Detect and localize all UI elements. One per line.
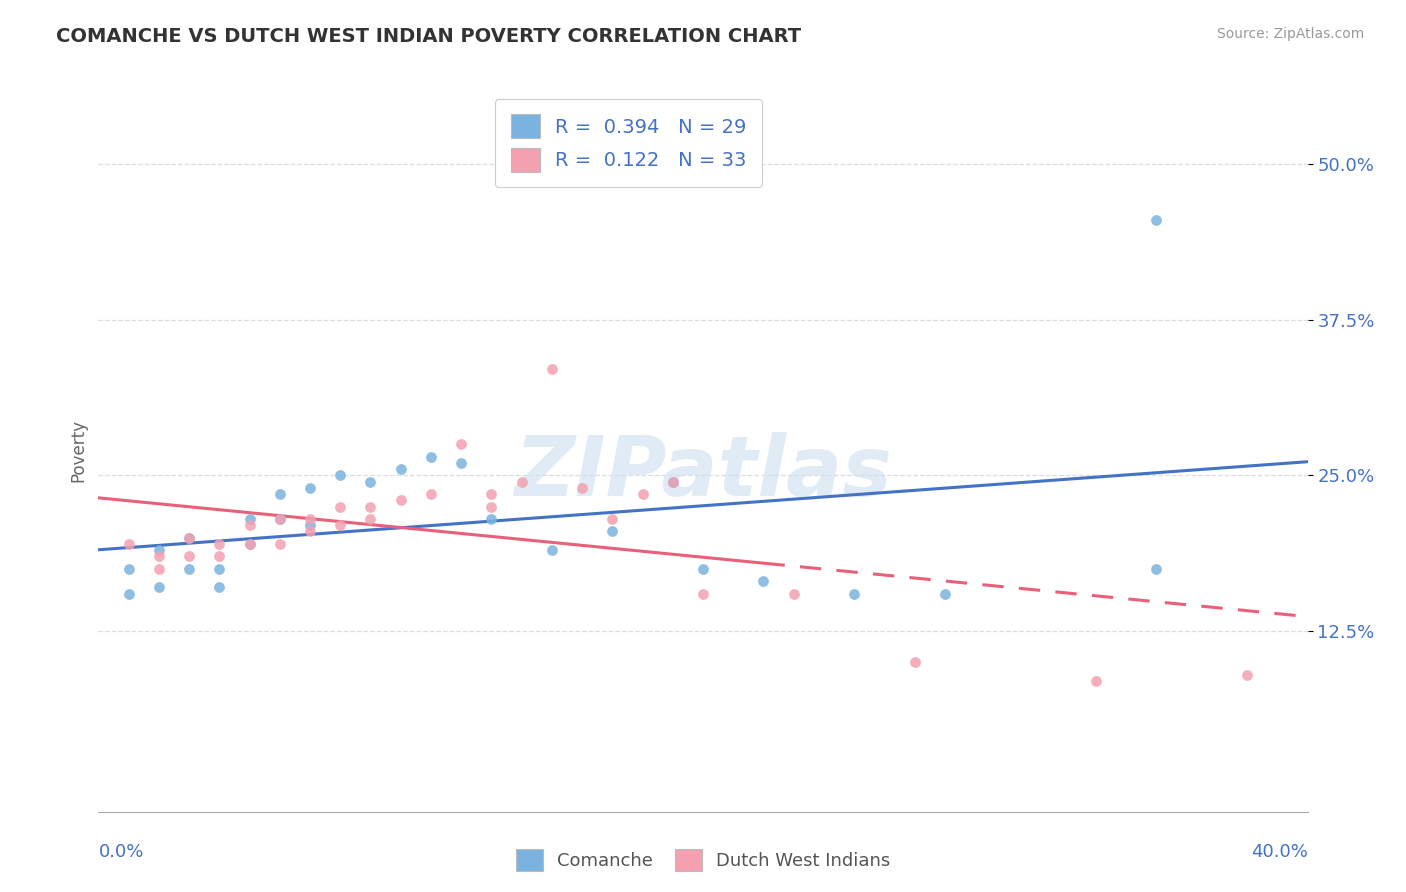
Point [148,543,170,558]
Point [148,581,170,595]
Point [631,487,654,501]
Y-axis label: Poverty: Poverty [69,419,87,482]
Point [450,437,472,451]
Text: COMANCHE VS DUTCH WEST INDIAN POVERTY CORRELATION CHART: COMANCHE VS DUTCH WEST INDIAN POVERTY CO… [56,27,801,45]
Text: ZIPatlas: ZIPatlas [515,432,891,513]
Text: 40.0%: 40.0% [1251,843,1308,861]
Point [602,524,624,539]
Point [1085,673,1108,688]
Point [661,475,683,489]
Point [179,531,201,545]
Point [752,574,775,589]
Point [148,562,170,576]
Point [179,549,201,564]
Point [208,537,231,551]
Point [934,587,956,601]
Point [661,475,683,489]
Point [239,537,262,551]
Point [208,549,231,564]
Point [299,481,322,495]
Point [571,481,593,495]
Point [208,581,231,595]
Point [239,518,262,533]
Point [481,487,503,501]
Point [420,487,443,501]
Point [481,512,503,526]
Point [269,512,291,526]
Point [783,587,806,601]
Point [239,512,262,526]
Point [269,487,291,501]
Point [904,655,927,669]
Point [118,537,141,551]
Point [1144,213,1167,227]
Point [481,500,503,514]
Legend: R =  0.394   N = 29, R =  0.122   N = 33: R = 0.394 N = 29, R = 0.122 N = 33 [495,99,762,187]
Point [540,543,562,558]
Point [510,475,533,489]
Point [1144,562,1167,576]
Point [329,518,352,533]
Point [450,456,472,470]
Point [602,512,624,526]
Point [329,468,352,483]
Point [179,531,201,545]
Point [360,512,382,526]
Point [299,518,322,533]
Point [269,512,291,526]
Point [239,537,262,551]
Point [844,587,866,601]
Text: Source: ZipAtlas.com: Source: ZipAtlas.com [1216,27,1364,41]
Point [329,500,352,514]
Point [389,493,412,508]
Point [269,537,291,551]
Point [299,512,322,526]
Point [360,500,382,514]
Point [208,562,231,576]
Point [692,587,714,601]
Point [540,362,562,376]
Point [1236,667,1258,681]
Text: 0.0%: 0.0% [98,843,143,861]
Point [118,562,141,576]
Legend: Comanche, Dutch West Indians: Comanche, Dutch West Indians [509,842,897,879]
Point [420,450,443,464]
Point [389,462,412,476]
Point [148,549,170,564]
Point [118,587,141,601]
Point [360,475,382,489]
Point [179,562,201,576]
Point [299,524,322,539]
Point [692,562,714,576]
